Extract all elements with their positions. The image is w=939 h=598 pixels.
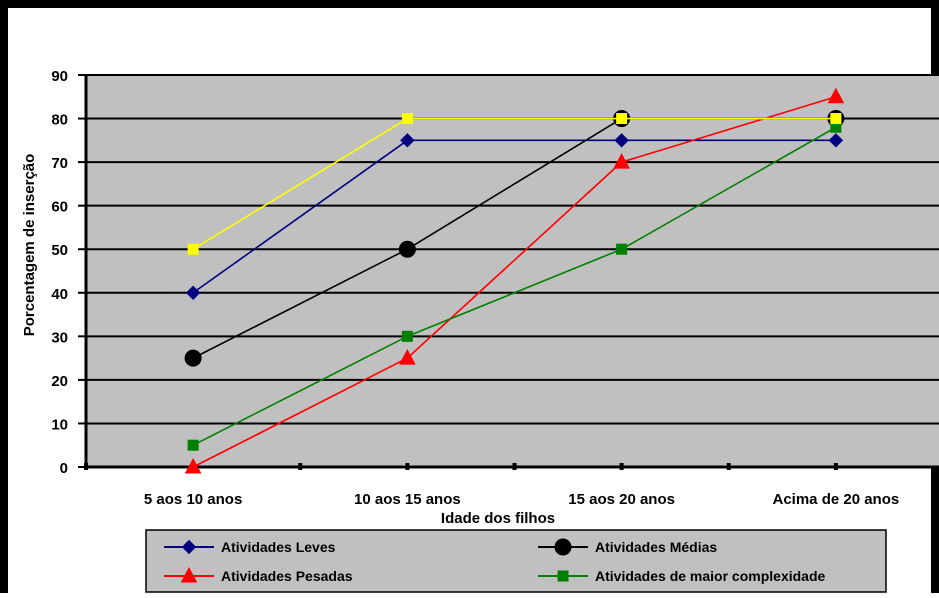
series-layer (184, 87, 845, 474)
data-point (400, 133, 415, 148)
data-point (184, 349, 202, 367)
series-line (192, 96, 837, 468)
data-point (613, 153, 630, 169)
legend-marker (180, 566, 198, 583)
y-tick-label: 90 (51, 68, 68, 85)
legend-label: Atividades Pesadas (221, 568, 353, 584)
data-point (184, 457, 202, 474)
series-line (192, 117, 836, 250)
series-3 (187, 121, 842, 451)
data-point (187, 243, 199, 255)
legend-marker (557, 570, 569, 582)
data-point (616, 113, 628, 125)
gridlines (86, 74, 939, 425)
data-point (185, 285, 201, 300)
data-point (828, 133, 844, 148)
legend-label: Atividades Leves (221, 539, 336, 555)
data-point (399, 349, 416, 365)
legend-entry: Atividades Médias (538, 538, 717, 556)
legend-marker (181, 539, 197, 555)
data-point (401, 330, 413, 342)
data-point (398, 240, 416, 258)
y-tick-label: 60 (51, 199, 68, 216)
data-point (614, 133, 629, 148)
x-tick-label: 5 aos 10 anos (144, 491, 242, 508)
series-4 (187, 113, 842, 255)
y-tick-label: 80 (51, 112, 68, 129)
y-tick-label: 30 (51, 329, 68, 346)
legend-entry: Atividades Pesadas (164, 566, 353, 584)
data-point (827, 87, 845, 104)
legend-box (145, 529, 887, 593)
x-tick-label: Acima de 20 anos (773, 491, 900, 508)
x-tick-label: 10 aos 15 anos (354, 491, 461, 508)
series-0 (185, 133, 844, 300)
x-tick-label: 15 aos 20 anos (568, 491, 675, 508)
y-tick-label: 20 (51, 373, 68, 390)
axes: 0 10 20 30 40 50 60 70 80 90 5 aos 10 anos 10 aos 1… (51, 68, 939, 508)
y-tick-label: 0 (60, 460, 68, 477)
legend: Atividades Leves Atividades Médias Ativida… (145, 529, 887, 593)
y-tick-label: 40 (51, 286, 68, 303)
y-axis-label: Porcentagem de inserção (21, 154, 38, 337)
legend-marker (554, 538, 572, 556)
legend-entry: Atividades de maior complexidade (538, 568, 826, 584)
x-axis-label: Idade dos filhos (441, 510, 555, 527)
data-point (401, 113, 413, 125)
legend-entry: Atividades Leves (164, 539, 336, 555)
legend-label: Atividades Médias (595, 539, 717, 555)
data-point (187, 439, 199, 451)
y-tick-label: 70 (51, 155, 68, 172)
data-point (830, 113, 842, 125)
series-line (192, 139, 836, 294)
y-tick-label: 50 (51, 242, 68, 259)
plot-area (85, 74, 939, 468)
series-2 (184, 87, 845, 474)
y-tick-label: 10 (51, 416, 68, 433)
legend-label: Atividades de maior complexidade (595, 568, 826, 584)
data-point (616, 243, 628, 255)
series-line (192, 126, 837, 446)
